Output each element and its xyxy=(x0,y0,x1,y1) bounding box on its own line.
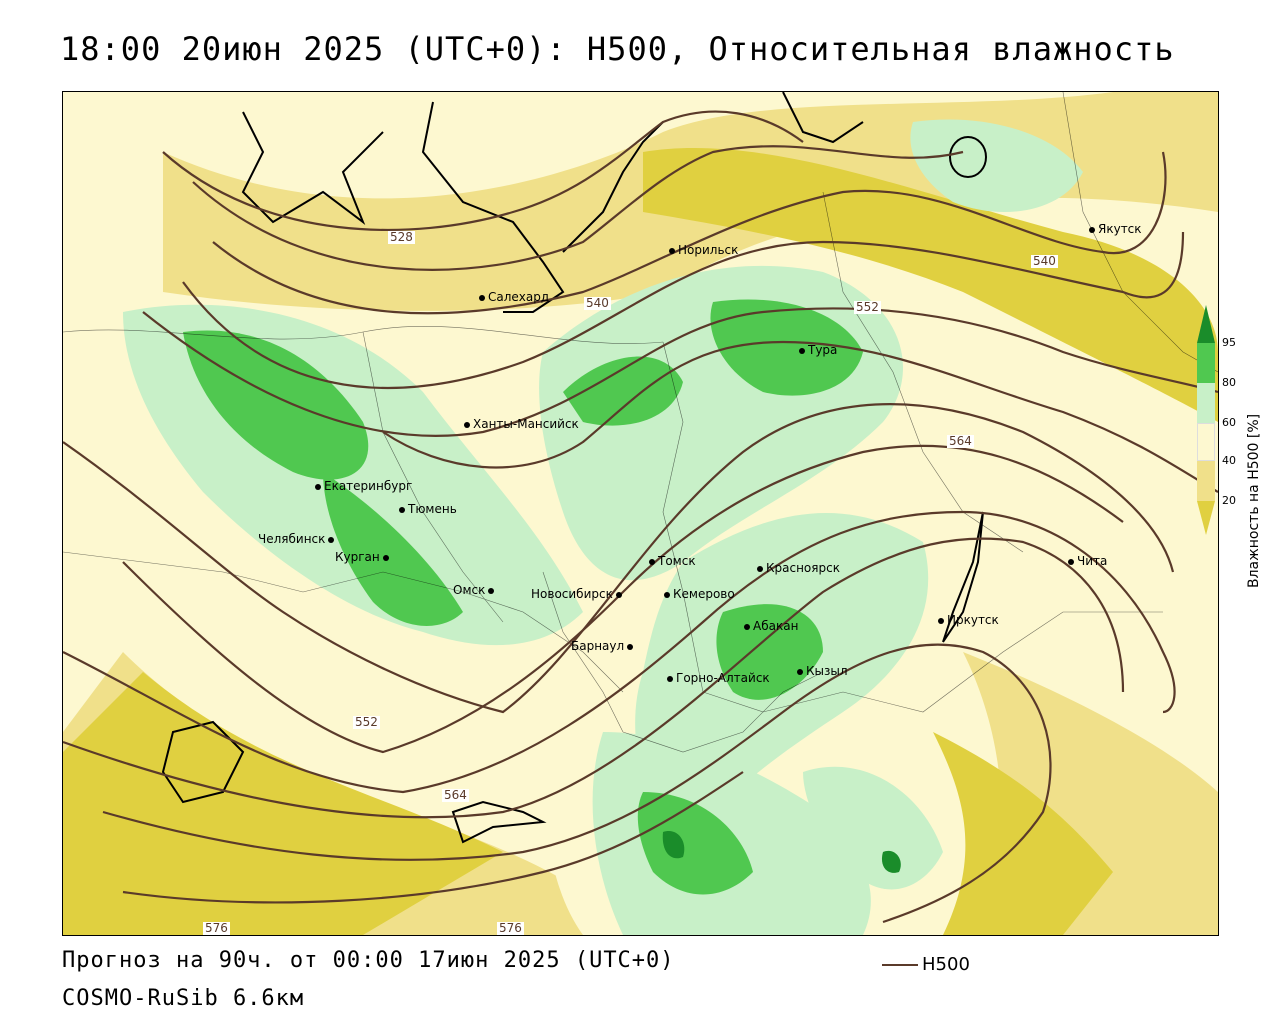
city-dot xyxy=(669,247,675,254)
contour-label: 576 xyxy=(203,921,230,935)
colorbar-60-80 xyxy=(1197,383,1215,423)
city-label: Иркутск xyxy=(938,613,999,627)
colorbar-80-95 xyxy=(1197,343,1215,383)
city-dot xyxy=(744,623,750,630)
city-dot xyxy=(479,294,485,301)
city-dot xyxy=(757,565,763,572)
contour-line-swatch xyxy=(882,964,918,966)
city-label: Чита xyxy=(1068,554,1107,568)
city-label: Тура xyxy=(799,343,837,357)
city-label: Челябинск xyxy=(258,532,337,546)
city-dot xyxy=(615,591,622,598)
forecast-info: Прогноз на 90ч. от 00:00 17июн 2025 (UTC… xyxy=(62,948,675,973)
city-label: Кемерово xyxy=(664,587,735,601)
colorbar-20-40 xyxy=(1197,461,1215,501)
colorbar-title: Влажность на Н500 [%] xyxy=(1246,413,1262,588)
city-label: Абакан xyxy=(744,619,798,633)
city-dot xyxy=(664,591,670,598)
city-label: Новосибирск xyxy=(531,587,625,601)
city-label: Красноярск xyxy=(757,561,840,575)
map-canvas xyxy=(63,92,1218,935)
contour-label: 552 xyxy=(353,715,380,729)
colorbar-tick: 40 xyxy=(1222,454,1236,467)
coastlines xyxy=(161,92,987,844)
city-dot xyxy=(488,587,495,594)
city-label: Кызыл xyxy=(797,664,848,678)
city-label: Салехард xyxy=(479,290,549,304)
city-dot xyxy=(382,554,389,561)
map-title: 18:00 20июн 2025 (UTC+0): H500, Относите… xyxy=(60,30,1175,68)
city-label: Якутск xyxy=(1089,222,1142,236)
city-label: Омск xyxy=(453,583,497,597)
contour-label: 564 xyxy=(442,788,469,802)
city-label: Тюмень xyxy=(399,502,457,516)
city-label: Горно-Алтайск xyxy=(667,671,770,685)
colorbar-tick: 60 xyxy=(1222,416,1236,429)
colorbar-tick: 95 xyxy=(1222,336,1236,349)
colorbar-tick: 20 xyxy=(1222,494,1236,507)
city-dot xyxy=(799,347,805,354)
weather-map: 528 540 540 552 564 552 564 576 576 Нори… xyxy=(62,91,1219,936)
colorbar-gt95 xyxy=(1197,305,1215,343)
model-name: COSMO-RuSib 6.6км xyxy=(62,986,305,1011)
city-label: Курган xyxy=(335,550,392,564)
city-dot xyxy=(464,421,470,428)
city-dot xyxy=(1089,226,1095,233)
colorbar-tick: 80 xyxy=(1222,376,1236,389)
humidity-colorbar xyxy=(1197,305,1217,535)
city-dot xyxy=(328,536,335,543)
city-dot xyxy=(667,675,673,682)
city-dot xyxy=(399,506,405,513)
colorbar-lt20 xyxy=(1197,501,1215,535)
city-dot xyxy=(1068,558,1074,565)
contour-label: 540 xyxy=(584,296,611,310)
city-label: Екатеринбург xyxy=(315,479,412,493)
contour-label: 576 xyxy=(497,921,524,935)
city-label: Томск xyxy=(649,554,696,568)
colorbar-40-60 xyxy=(1197,423,1215,461)
contour-label: 564 xyxy=(947,434,974,448)
city-dot xyxy=(627,643,634,650)
city-dot xyxy=(797,668,803,675)
city-dot xyxy=(315,483,321,490)
city-label: Ханты-Мансийск xyxy=(464,417,579,431)
city-dot xyxy=(938,617,944,624)
contour-label: 540 xyxy=(1031,254,1058,268)
contour-label: 552 xyxy=(854,300,881,314)
contour-label: 528 xyxy=(388,230,415,244)
contour-legend: H500 xyxy=(882,954,970,975)
city-label: Барнаул xyxy=(571,639,636,653)
city-dot xyxy=(649,558,655,565)
city-label: Норильск xyxy=(669,243,738,257)
